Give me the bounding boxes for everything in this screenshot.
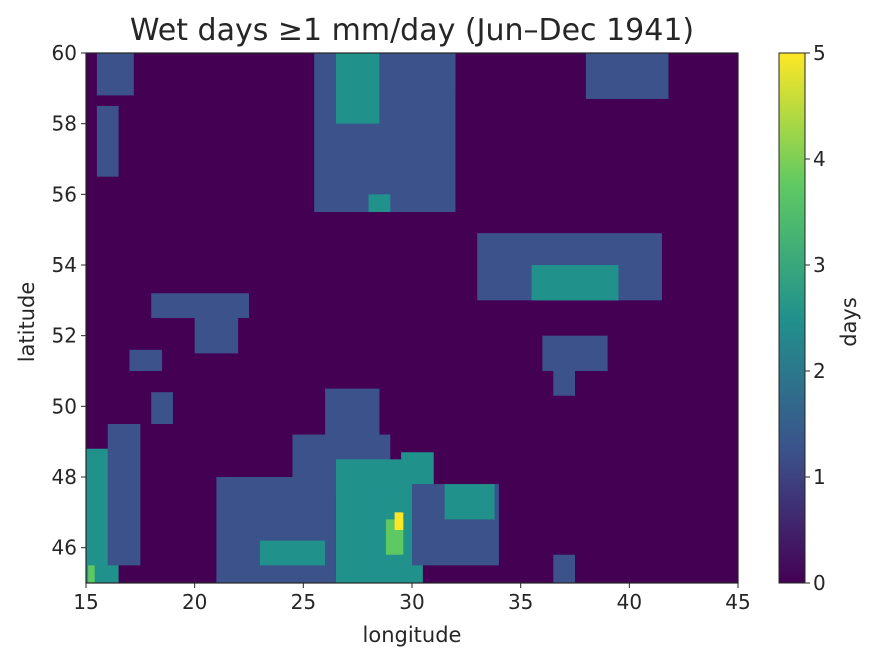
heatmap-region	[86, 494, 100, 583]
colorbar-tick-label: 0	[813, 571, 826, 595]
heatmap-region	[357, 88, 369, 106]
colorbar	[778, 52, 806, 584]
colorbar-ticks: 0 1 2 3 4 5	[805, 41, 826, 595]
chart-title: Wet days ≥1 mm/day (Jun–Dec 1941)	[130, 13, 694, 48]
heatmap-region	[325, 388, 380, 449]
heatmap-region	[444, 484, 495, 520]
heatmap-region	[194, 318, 239, 354]
heatmap-region	[585, 53, 669, 99]
heatmap-region	[335, 53, 380, 124]
x-tick-label: 35	[508, 590, 533, 614]
y-tick-label: 52	[52, 324, 77, 348]
heatmap-region	[259, 540, 326, 566]
heatmap-region	[88, 565, 95, 583]
colorbar-tick-label: 2	[813, 359, 826, 383]
y-tick-label: 56	[52, 182, 77, 206]
x-axis-ticks: 15 20 25 30 35 40 45	[73, 583, 751, 614]
colorbar-tick-label: 4	[813, 147, 826, 171]
y-tick-label: 50	[52, 394, 77, 418]
x-tick-label: 15	[73, 590, 98, 614]
x-tick-label: 20	[182, 590, 207, 614]
x-tick-label: 40	[617, 590, 642, 614]
x-tick-label: 25	[291, 590, 316, 614]
heatmap-region	[553, 342, 575, 396]
heatmap-region	[96, 106, 119, 177]
heatmap-region	[531, 265, 619, 301]
heatmap-cells	[86, 53, 669, 583]
y-axis-label: latitude	[15, 282, 39, 363]
y-tick-label: 48	[52, 465, 77, 489]
y-tick-label: 58	[52, 112, 77, 136]
y-axis-ticks: 46 48 50 52 54 56 58 60	[52, 41, 86, 560]
heatmap-region	[368, 194, 391, 212]
x-tick-label: 45	[725, 590, 750, 614]
heatmap-region	[151, 392, 173, 424]
heatmap-region	[151, 293, 249, 318]
x-tick-label: 30	[399, 590, 424, 614]
heatmap-region	[553, 554, 575, 583]
colorbar-label: days	[837, 297, 861, 347]
heatmap-region	[394, 512, 404, 530]
x-axis-label: longitude	[363, 623, 462, 647]
heatmap-region	[96, 53, 134, 96]
heatmap-region	[107, 424, 141, 566]
colorbar-tick-label: 3	[813, 253, 826, 277]
colorbar-tick-label: 1	[813, 465, 826, 489]
y-tick-label: 46	[52, 536, 77, 560]
y-tick-label: 60	[52, 41, 77, 65]
heatmap-region	[129, 349, 163, 371]
colorbar-tick-label: 5	[813, 41, 826, 65]
y-tick-label: 54	[52, 253, 77, 277]
heatmap-region	[401, 53, 456, 89]
